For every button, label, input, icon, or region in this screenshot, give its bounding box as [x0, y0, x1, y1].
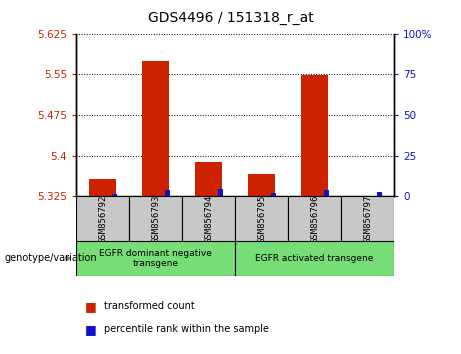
Text: GSM856795: GSM856795 — [257, 194, 266, 243]
Text: GSM856796: GSM856796 — [310, 194, 319, 243]
Bar — [235, 196, 288, 241]
Bar — [377, 192, 382, 196]
Bar — [76, 241, 235, 276]
Bar — [112, 194, 117, 196]
Bar — [89, 178, 116, 196]
Bar — [165, 190, 170, 196]
Bar — [301, 75, 328, 196]
Text: transformed count: transformed count — [104, 301, 195, 311]
Bar — [271, 193, 276, 196]
Text: EGFR dominant negative
transgene: EGFR dominant negative transgene — [99, 249, 212, 268]
Bar — [195, 162, 222, 196]
Text: genotype/variation: genotype/variation — [5, 253, 97, 263]
Bar — [129, 196, 182, 241]
Bar — [218, 189, 223, 196]
Bar — [288, 196, 341, 241]
Bar — [248, 174, 275, 196]
Text: GSM856797: GSM856797 — [363, 194, 372, 243]
Bar — [324, 190, 329, 196]
Bar — [142, 61, 169, 196]
Text: ■: ■ — [85, 323, 97, 336]
Bar — [76, 196, 129, 241]
Text: percentile rank within the sample: percentile rank within the sample — [104, 324, 269, 334]
Text: GSM856793: GSM856793 — [151, 194, 160, 243]
Bar — [235, 241, 394, 276]
Text: GDS4496 / 151318_r_at: GDS4496 / 151318_r_at — [148, 11, 313, 25]
Bar — [182, 196, 235, 241]
Text: ■: ■ — [85, 300, 97, 313]
Text: EGFR activated transgene: EGFR activated transgene — [255, 254, 374, 263]
Text: GSM856792: GSM856792 — [98, 194, 107, 243]
Bar — [341, 196, 394, 241]
Text: GSM856794: GSM856794 — [204, 194, 213, 243]
